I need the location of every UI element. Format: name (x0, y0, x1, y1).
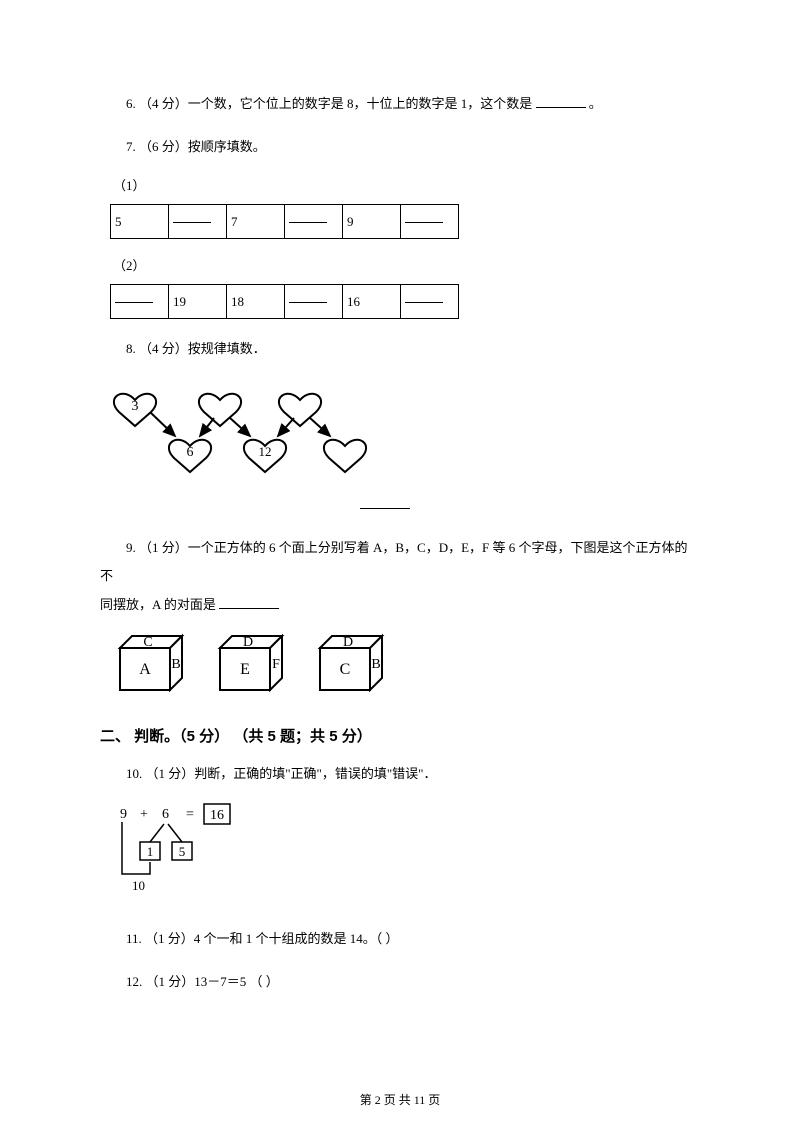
q7-t1-c2: 7 (227, 205, 285, 239)
q7-t2-c1: 19 (169, 285, 227, 319)
q6-blank[interactable] (536, 95, 586, 108)
svg-text:C: C (340, 661, 351, 678)
svg-text:10: 10 (132, 878, 145, 893)
question-12: 12. （1 分）13－7＝5 （ ） (100, 968, 700, 997)
svg-text:F: F (272, 657, 280, 672)
page-footer: 第 2 页 共 11 页 (100, 1091, 700, 1108)
question-9-line1: 9. （1 分）一个正方体的 6 个面上分别写着 A，B，C，D，E，F 等 6… (100, 534, 700, 591)
q9-text-b: 同摆放，A 的对面是 (100, 597, 216, 612)
svg-text:+: + (140, 807, 148, 822)
svg-text:16: 16 (210, 808, 224, 823)
q7-t2-c2: 18 (227, 285, 285, 319)
q7-t2-c5[interactable] (401, 285, 459, 319)
question-8: 8. （4 分）按规律填数． (100, 335, 700, 364)
svg-text:1: 1 (147, 844, 154, 859)
svg-text:=: = (186, 807, 194, 822)
question-9-line2: 同摆放，A 的对面是 (100, 591, 700, 620)
q8-answer-blank[interactable] (360, 493, 410, 509)
svg-text:C: C (143, 635, 152, 650)
svg-text:A: A (139, 661, 151, 678)
q9-cubes: C A B D E F D C B (110, 630, 700, 707)
svg-text:D: D (343, 635, 353, 650)
q9-answer-blank[interactable] (219, 596, 279, 609)
question-10: 10. （1 分）判断，正确的填"正确"，错误的填"错误"． (100, 760, 700, 789)
question-7: 7. （6 分）按顺序填数。 (100, 133, 700, 162)
svg-text:B: B (371, 657, 380, 672)
q7-t2-c0[interactable] (111, 285, 169, 319)
svg-text:E: E (240, 661, 250, 678)
svg-text:5: 5 (179, 844, 186, 859)
q10-figure: 9 + 6 = 16 1 5 10 (110, 802, 700, 907)
question-11: 11. （1 分）4 个一和 1 个十组成的数是 14。（ ） (100, 925, 700, 954)
q11-text: 11. （1 分）4 个一和 1 个十组成的数是 14。（ ） (126, 931, 399, 946)
q7-t2-c4: 16 (343, 285, 401, 319)
q8-hearts-diagram: 3 6 12 (110, 370, 700, 485)
q7-t1-c1[interactable] (169, 205, 227, 239)
q6-text-b: 。 (589, 96, 602, 111)
svg-text:6: 6 (162, 807, 169, 822)
q7-t1-c4: 9 (343, 205, 401, 239)
question-6: 6. （4 分）一个数，它个位上的数字是 8，十位上的数字是 1，这个数是 。 (100, 90, 700, 119)
heart-val-1: 3 (132, 399, 139, 414)
q6-text-a: 6. （4 分）一个数，它个位上的数字是 8，十位上的数字是 1，这个数是 (126, 96, 532, 111)
q7-t1-c0: 5 (111, 205, 169, 239)
q7-t1-c5[interactable] (401, 205, 459, 239)
q7-table-1: 5 7 9 (110, 204, 459, 239)
q7-t2-c3[interactable] (285, 285, 343, 319)
svg-text:B: B (171, 657, 180, 672)
q7-table-2: 19 18 16 (110, 284, 459, 319)
q7-sub1-label: （1） (100, 175, 700, 194)
q7-t1-c3[interactable] (285, 205, 343, 239)
svg-text:9: 9 (120, 807, 127, 822)
heart-val-2: 6 (187, 445, 194, 460)
section-2-header: 二、 判断。（5 分） （共 5 题；共 5 分） (100, 725, 700, 746)
heart-val-3: 12 (259, 444, 272, 459)
q12-text: 12. （1 分）13－7＝5 （ ） (126, 974, 279, 989)
q7-sub2-label: （2） (100, 255, 700, 274)
svg-text:D: D (243, 635, 253, 650)
